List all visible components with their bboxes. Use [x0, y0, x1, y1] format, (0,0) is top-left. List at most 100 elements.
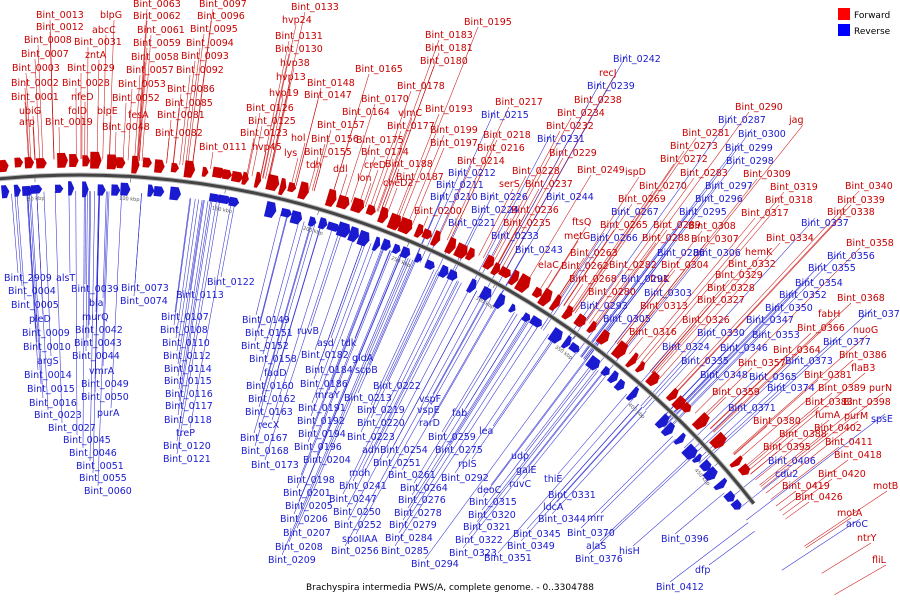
reverse-gene-label: purA [97, 408, 120, 419]
label-leader-line [27, 192, 38, 343]
reverse-gene-label: Bint_0375 [858, 309, 900, 320]
reverse-gene-label: Bint_0051 [76, 461, 124, 472]
reverse-gene-label: Bint_0073 [121, 283, 169, 294]
reverse-gene-label: Bint_0204 [303, 455, 351, 466]
forward-gene-label: Bint_0058 [131, 52, 179, 63]
label-leader-line [102, 191, 107, 299]
label-leader-line [311, 247, 383, 430]
label-leader-line [623, 124, 804, 350]
reverse-gene-label: Bint_0114 [164, 364, 212, 375]
label-leader-line [254, 226, 322, 447]
forward-gene-label: Bint_0097 [199, 0, 247, 10]
label-leader-line [621, 243, 706, 349]
forward-gene-label: elaC [538, 260, 559, 271]
reverse-gene-label: Bint_0212 [448, 168, 496, 179]
reverse-gene-label: Bint_0220 [357, 418, 405, 429]
forward-gene-label: Bint_0419 [782, 481, 830, 492]
label-leader-line [364, 169, 379, 208]
reverse-gene [347, 226, 359, 243]
label-leader-line [834, 564, 887, 595]
forward-gene [421, 228, 432, 240]
reverse-gene-label: scpB [355, 365, 378, 376]
scale-tick-label: 50 kbp [27, 196, 44, 203]
reverse-gene-label: Bint_0247 [329, 494, 377, 505]
forward-gene [69, 154, 79, 168]
reverse-gene-label: Bint_0306 [693, 248, 741, 259]
forward-gene [680, 401, 692, 413]
reverse-gene-label: Bint_0116 [165, 389, 213, 400]
reverse-gene [606, 370, 619, 384]
reverse-gene-label: Bint_0226 [480, 192, 528, 203]
reverse-gene [414, 252, 422, 263]
label-leader-line [804, 490, 888, 547]
reverse-gene [371, 236, 381, 252]
forward-gene-label: Bint_0411 [825, 437, 873, 448]
reverse-gene-label: Bint_0347 [746, 315, 794, 326]
reverse-gene-label: Bint_0207 [283, 528, 331, 539]
reverse-gene [356, 229, 370, 247]
forward-gene [265, 173, 280, 192]
forward-gene-label: Bint_0177 [387, 121, 435, 132]
reverse-gene-label: Bint_0118 [164, 415, 212, 426]
reverse-gene [335, 221, 351, 238]
label-leader-line [733, 379, 819, 455]
label-leader-line [632, 477, 712, 547]
forward-gene-label: Bint_0357 [738, 358, 786, 369]
reverse-gene-label: Bint_0015 [27, 384, 75, 395]
forward-gene [82, 155, 91, 167]
label-leader-line [382, 168, 400, 214]
label-leader-line [311, 143, 326, 191]
label-leader-line [173, 93, 182, 165]
label-leader-line [331, 116, 357, 197]
forward-gene-label: Bint_0174 [361, 147, 409, 158]
label-leader-line [138, 119, 143, 162]
forward-gene-label: metG [564, 231, 590, 242]
forward-gene-label: Bint_0094 [186, 38, 234, 49]
label-leader-line [30, 192, 44, 399]
reverse-gene [547, 326, 563, 344]
label-leader-line [745, 406, 820, 469]
reverse-gene-label: Bint_0298 [726, 156, 774, 167]
label-leader-line [729, 455, 783, 500]
forward-gene-label: Bint_0178 [397, 81, 445, 92]
reverse-gene-label: Bint_0196 [294, 442, 342, 453]
forward-gene [561, 305, 574, 320]
label-leader-line [377, 117, 413, 212]
forward-gene-label: Bint_0125 [248, 116, 296, 127]
label-leader-line [770, 446, 840, 500]
reverse-gene-label: fadD [264, 368, 287, 379]
forward-gene-label: Bint_0273 [670, 141, 718, 152]
forward-gene-label: fesA [128, 110, 149, 121]
label-leader-line [566, 283, 584, 308]
reverse-gene-label: Bint_0320 [468, 510, 516, 521]
reverse-gene [280, 207, 292, 218]
label-leader-line [386, 187, 398, 215]
label-leader-line [177, 199, 203, 365]
reverse-gene-label: Bint_0355 [808, 263, 856, 274]
label-leader-line [262, 24, 297, 179]
reverse-gene [529, 315, 542, 328]
label-leader-line [540, 232, 605, 330]
forward-gene [131, 155, 140, 174]
label-leader-line [32, 126, 36, 161]
scale-tick-label: 100 kbp [119, 196, 140, 203]
label-leader-line [470, 133, 552, 288]
legend-forward-label: Forward [854, 11, 890, 21]
label-leader-line [551, 410, 647, 515]
forward-gene-label: Bint_0061 [137, 25, 185, 36]
forward-gene-label: Bint_0052 [112, 93, 160, 104]
reverse-gene-label: Bint_0209 [268, 555, 316, 566]
reverse-gene [82, 181, 89, 198]
reverse-gene-label: Bint_0285 [381, 546, 429, 557]
reverse-gene-label: Bint_0224 [471, 205, 519, 216]
forward-gene-label: Bint_0380 [753, 416, 801, 427]
reverse-gene [217, 194, 231, 205]
label-leader-line [468, 370, 599, 536]
reverse-gene-label: Bint_0039 [71, 284, 119, 295]
label-leader-line [760, 432, 829, 487]
label-leader-line [370, 272, 441, 419]
scale-tick [647, 395, 651, 399]
label-leader-line [422, 215, 429, 230]
reverse-gene-label: Bint_0014 [24, 370, 72, 381]
label-leader-line [310, 232, 342, 327]
